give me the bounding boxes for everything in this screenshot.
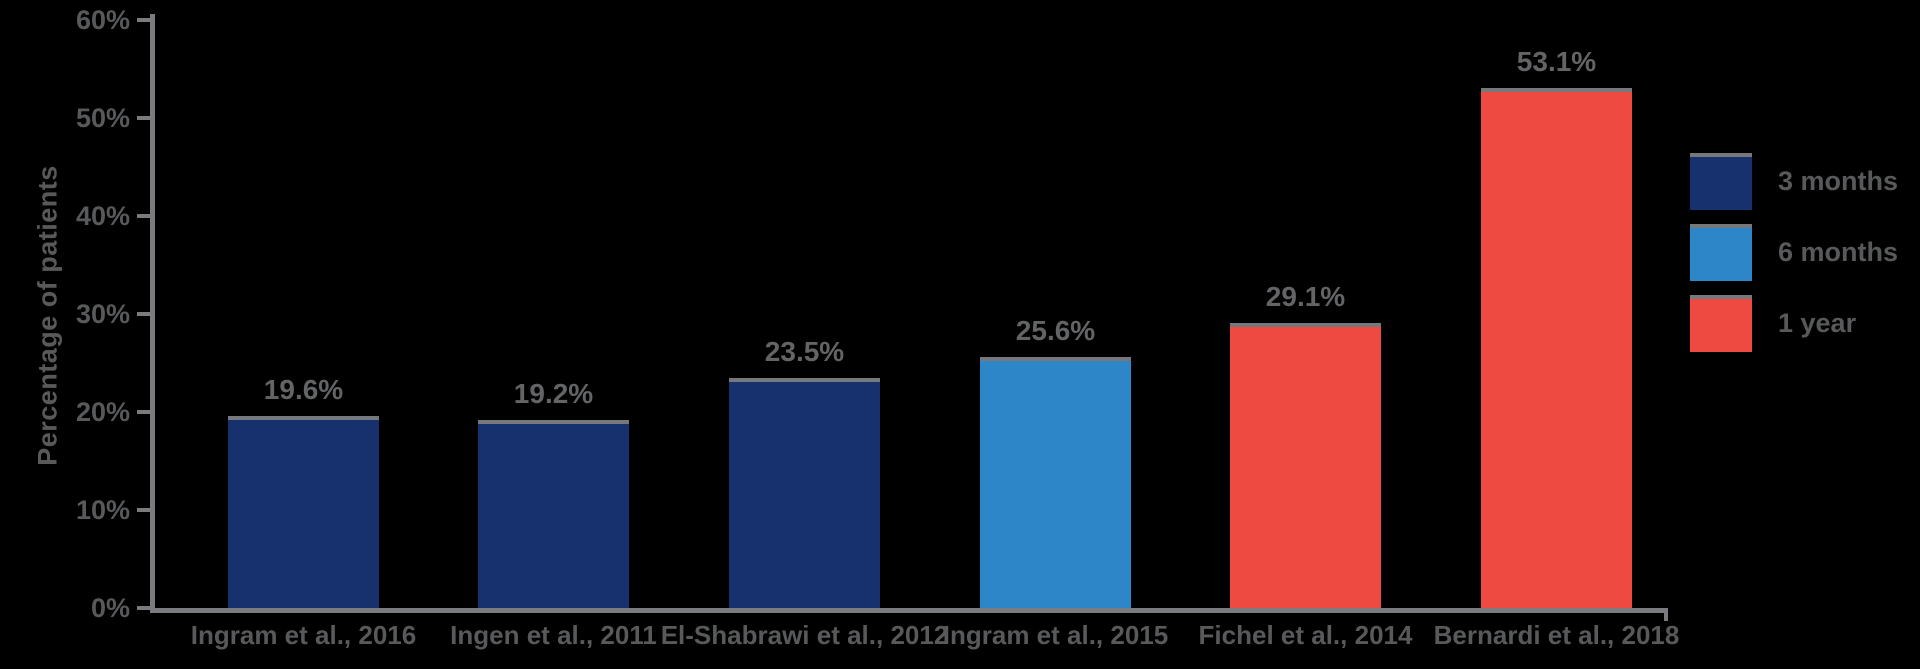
bar-value-label: 19.2% xyxy=(513,378,594,409)
y-tick-mark xyxy=(137,410,150,414)
bar-1-year xyxy=(1481,88,1632,608)
x-category-label: Ingram et al., 2016 xyxy=(190,620,417,650)
bar-value-label: 23.5% xyxy=(764,336,845,367)
legend: 3 months 6 months 1 year xyxy=(1690,153,1898,352)
y-tick-mark xyxy=(137,312,150,316)
x-category-label: Bernardi et al., 2018 xyxy=(1433,620,1680,650)
y-tick-label: 30% xyxy=(75,299,130,329)
x-category-label: Fichel et al., 2014 xyxy=(1198,620,1413,650)
bar-6-months xyxy=(980,357,1131,608)
x-tick-mark xyxy=(1664,608,1668,621)
x-category-label: Ingen et al., 2011 xyxy=(450,620,657,650)
bar-3-months xyxy=(228,416,379,608)
legend-swatch xyxy=(1690,295,1752,352)
bar-value-label: 25.6% xyxy=(1015,315,1096,346)
bar-3-months xyxy=(729,378,880,608)
y-tick-label: 20% xyxy=(75,397,130,427)
legend-label: 3 months xyxy=(1778,166,1899,196)
y-tick-label: 40% xyxy=(75,201,130,231)
y-tick-mark xyxy=(137,18,150,22)
legend-label: 6 months xyxy=(1778,237,1899,267)
legend-item: 3 months xyxy=(1690,153,1898,210)
bar-3-months xyxy=(478,420,629,608)
legend-swatch xyxy=(1690,153,1752,210)
bar-value-label: 53.1% xyxy=(1516,46,1597,77)
legend-item: 1 year xyxy=(1690,295,1898,352)
y-tick-label: 50% xyxy=(75,103,130,133)
y-tick-label: 0% xyxy=(90,593,130,623)
y-axis-line xyxy=(150,14,155,613)
x-category-label: El-Shabrawi et al., 2012 xyxy=(660,620,949,650)
x-category-label: Ingram et al., 2015 xyxy=(942,620,1169,650)
bar-value-label: 29.1% xyxy=(1265,281,1346,312)
y-tick-label: 10% xyxy=(75,495,130,525)
bar-1-year xyxy=(1230,323,1381,608)
y-tick-mark xyxy=(137,116,150,120)
y-tick-mark xyxy=(137,214,150,218)
y-tick-label: 60% xyxy=(75,5,130,35)
y-tick-mark xyxy=(137,606,150,610)
x-axis-line xyxy=(150,608,1668,613)
legend-swatch xyxy=(1690,224,1752,281)
legend-item: 6 months xyxy=(1690,224,1898,281)
y-tick-mark xyxy=(137,508,150,512)
legend-label: 1 year xyxy=(1778,308,1857,338)
bar-value-label: 19.6% xyxy=(263,374,344,405)
